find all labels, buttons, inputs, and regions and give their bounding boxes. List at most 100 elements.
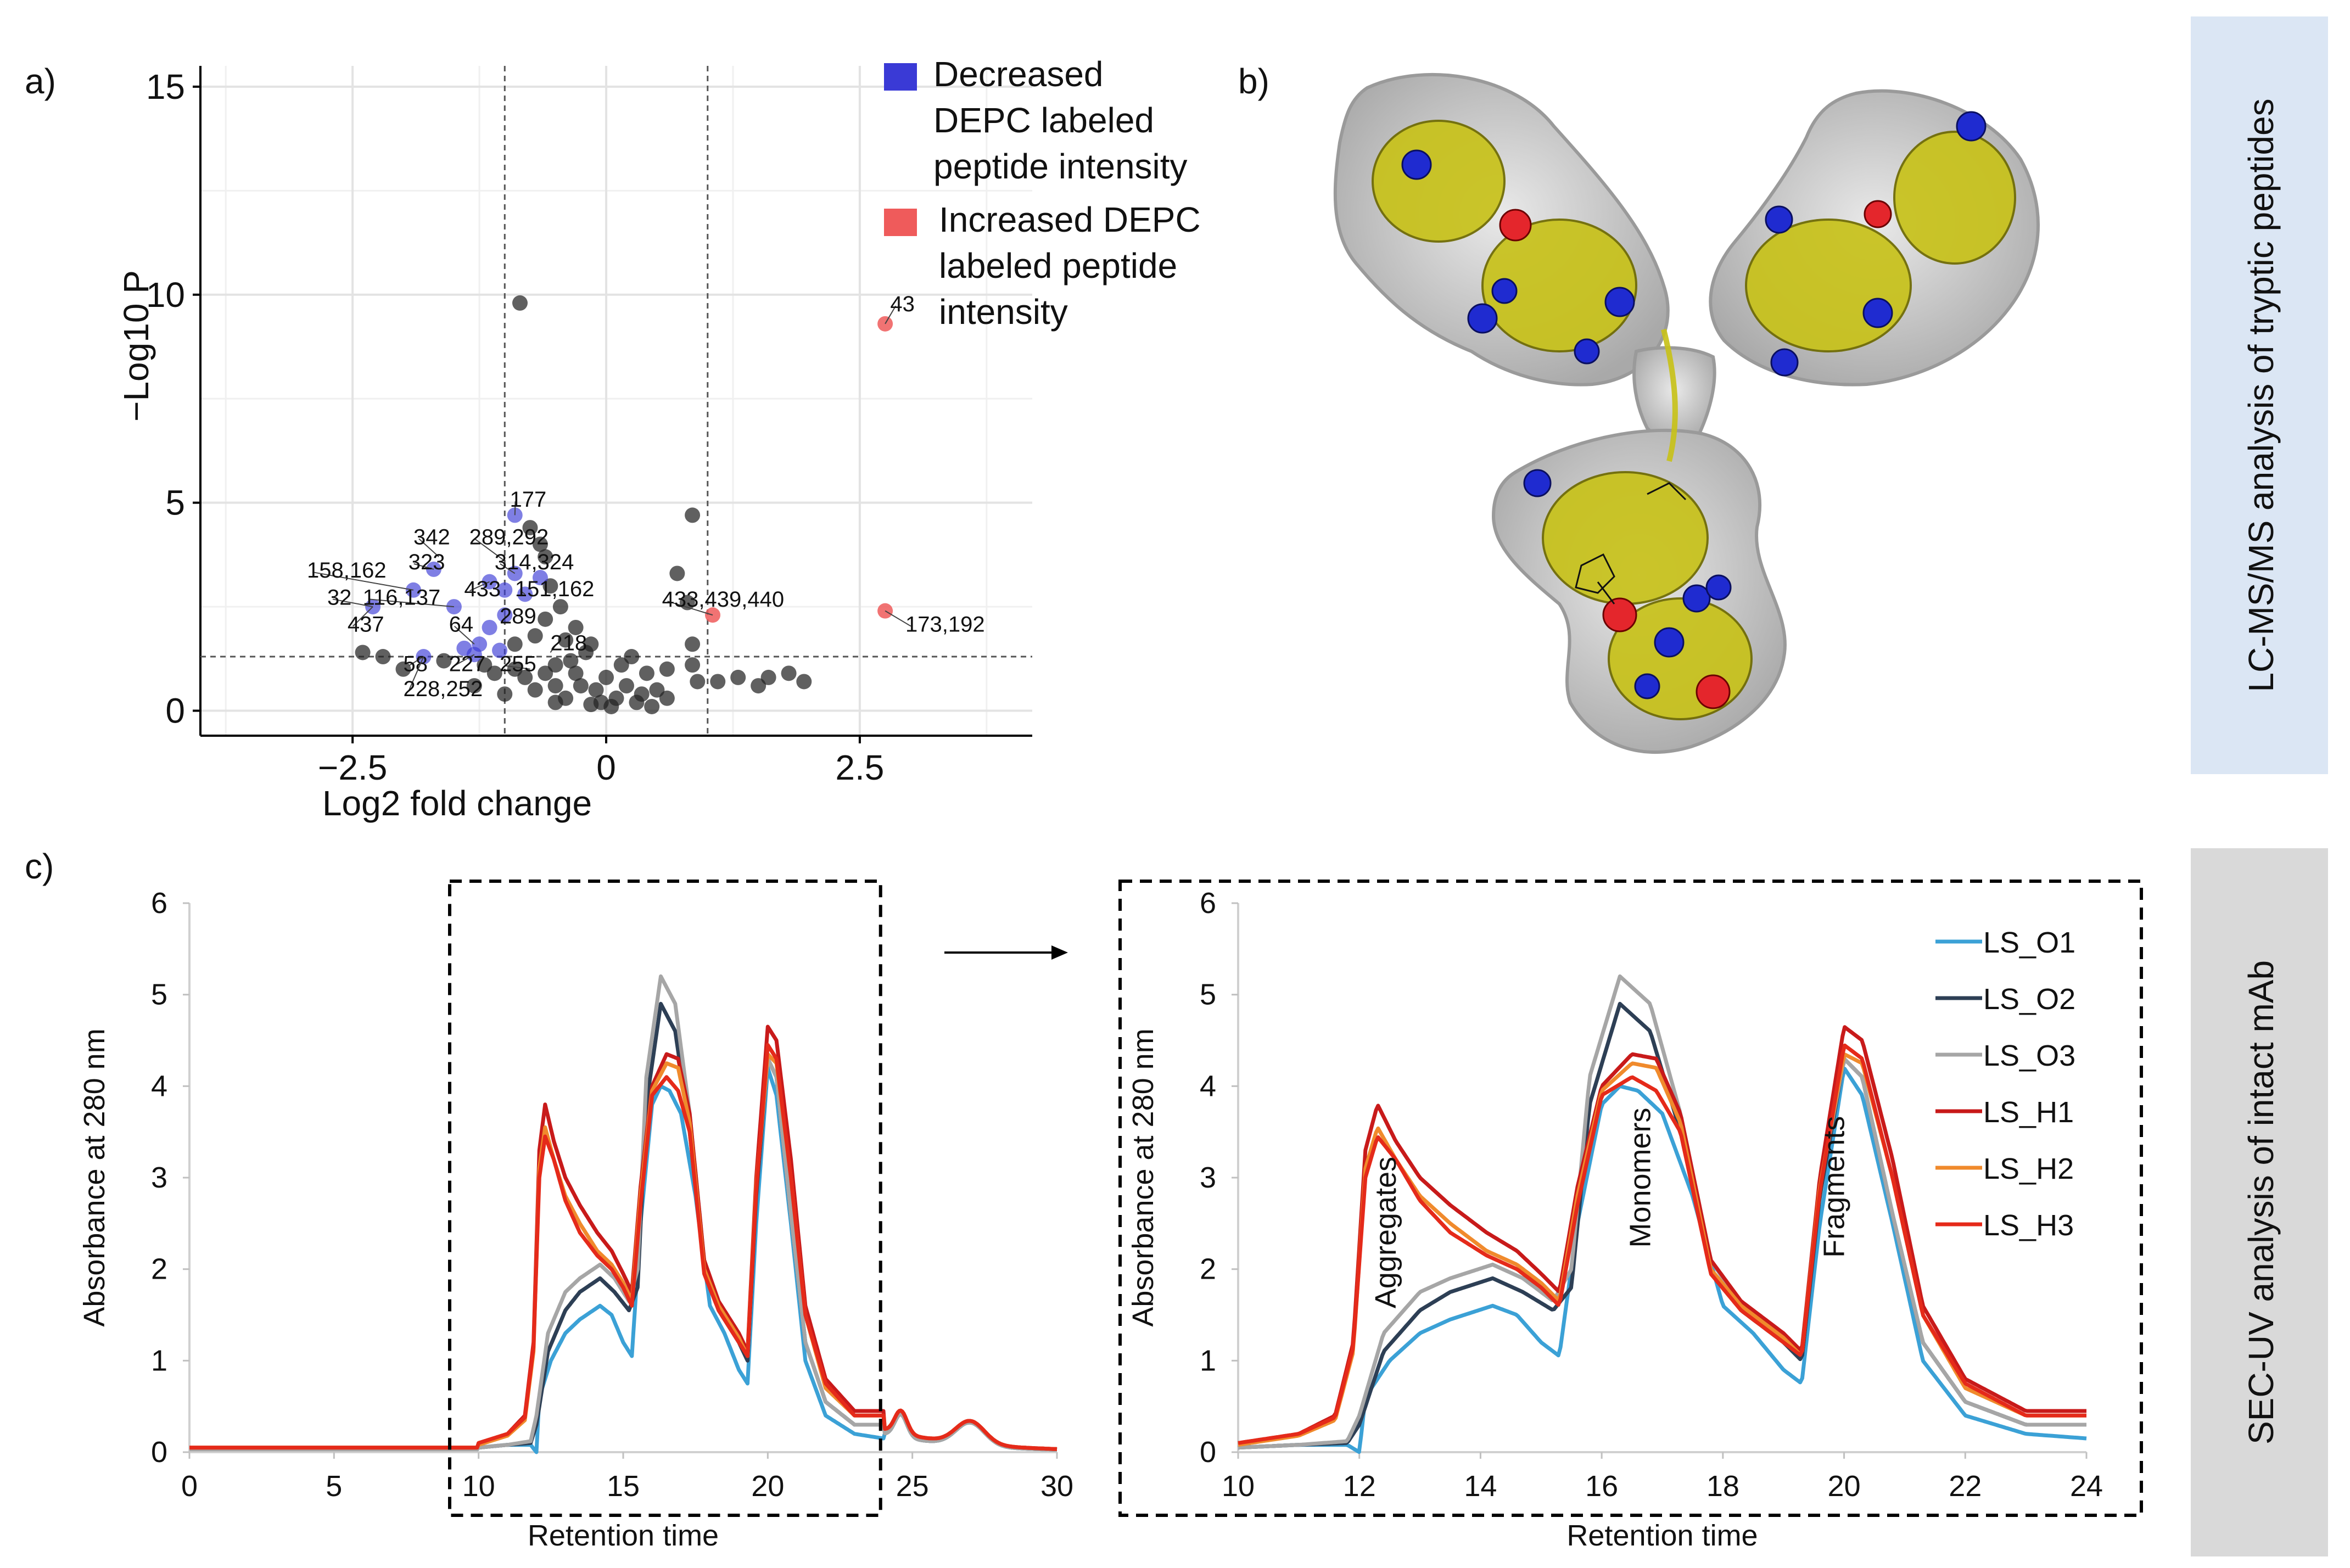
- zoom-frame: [1118, 880, 2143, 1517]
- data-point-neutral: [558, 632, 574, 648]
- linker: [1661, 328, 1678, 462]
- y-tick-label: 10: [146, 275, 185, 315]
- x-tick-label: 16: [1585, 1470, 1618, 1503]
- annotation-leader: [408, 656, 424, 667]
- volcano-plot: −2.5 0 2.5 0 5 10 15 Log2 fold change −Log10 P 43…: [116, 54, 1201, 823]
- annotation-label: 228,252: [404, 677, 483, 701]
- data-point-neutral: [552, 599, 568, 615]
- y-tick-label: 1: [1200, 1344, 1216, 1377]
- annotation-leader: [550, 645, 557, 653]
- panel-label-c: c): [25, 847, 54, 886]
- annotation-leader: [885, 305, 897, 324]
- annotation-leader: [520, 590, 525, 595]
- zoom-box: [448, 880, 882, 1517]
- x-axis-label: Retention time: [528, 1519, 719, 1552]
- residue-blue: [1956, 111, 1987, 142]
- annotation-leader: [413, 563, 434, 570]
- data-point-neutral: [547, 695, 563, 710]
- annotation-label: 177: [510, 488, 547, 512]
- annotation-leader: [667, 601, 713, 616]
- annotation-leader: [368, 598, 454, 608]
- data-point-decreased: [532, 570, 548, 586]
- y-tick-label: 0: [1200, 1436, 1216, 1469]
- y-tick-label: 1: [151, 1344, 167, 1377]
- x-tick-label: −2.5: [318, 748, 387, 787]
- y-tick-label: 2: [151, 1253, 167, 1286]
- data-point-neutral: [649, 682, 665, 698]
- data-point-neutral: [527, 628, 543, 644]
- residue-blue: [1705, 574, 1732, 601]
- peak-label: Aggregates: [1369, 1157, 1402, 1308]
- y-tick-label: 5: [151, 978, 167, 1011]
- legend-label-LS_H1: LS_H1: [1983, 1096, 2074, 1129]
- y-tick-label: 3: [151, 1161, 167, 1194]
- annotation-label: 289: [500, 604, 536, 628]
- chromatogram-full: 0 1 2 3 4 5 6 0 5 10 15 20 25 30 Retention time Absorba…: [78, 880, 1073, 1552]
- data-point-neutral: [603, 698, 619, 714]
- data-point-neutral: [685, 507, 701, 523]
- side-label-bottom-box: [2191, 848, 2328, 1556]
- residue-blue: [1682, 584, 1711, 613]
- residue-blue: [1491, 278, 1518, 304]
- data-point-neutral: [395, 661, 411, 677]
- data-point-decreased: [482, 619, 497, 635]
- residue-red: [1602, 597, 1637, 632]
- residue-blue: [1401, 149, 1432, 180]
- legend-label-LS_O3: LS_O3: [1983, 1039, 2075, 1072]
- y-tick-label: 4: [1200, 1069, 1216, 1102]
- data-point-neutral: [710, 674, 726, 690]
- series-line-LS_O1: [189, 1066, 1058, 1454]
- data-point-neutral: [436, 653, 452, 669]
- data-point-neutral: [547, 657, 563, 673]
- data-point-neutral: [568, 619, 584, 635]
- data-point-neutral: [796, 674, 812, 690]
- series-line-LS_H1: [189, 1024, 1058, 1451]
- data-point-neutral: [538, 549, 553, 565]
- x-tick-label: 20: [1828, 1470, 1861, 1503]
- x-tick-label: 24: [2070, 1470, 2103, 1503]
- data-point-neutral: [497, 686, 513, 702]
- y-tick-label: 3: [1200, 1161, 1216, 1194]
- data-point-neutral: [685, 657, 701, 673]
- data-point-neutral: [532, 536, 548, 552]
- annotation-leader: [408, 656, 424, 691]
- annotation-label: 158,162: [307, 558, 387, 583]
- data-point-neutral: [507, 636, 523, 652]
- ribbon-2: [1481, 219, 1637, 352]
- annotation-label: 289,292: [469, 525, 549, 549]
- data-point-neutral: [486, 665, 502, 681]
- annotation-label: 173,192: [905, 613, 985, 637]
- data-point-neutral: [685, 636, 701, 652]
- annotation-leader: [312, 572, 414, 591]
- annotation-leader: [514, 501, 516, 516]
- annotation-leader: [474, 538, 505, 562]
- annotation-leader: [418, 538, 439, 557]
- legend-label-LS_O2: LS_O2: [1983, 983, 2075, 1016]
- ribbon-1: [1372, 120, 1506, 243]
- data-point-neutral: [618, 678, 634, 694]
- y-axis-label: Absorbance at 280 nm: [78, 1028, 111, 1326]
- residue-blue: [1604, 287, 1635, 317]
- legend-label-increased: labeled peptide: [939, 246, 1177, 285]
- annotation-label: 43: [890, 292, 915, 316]
- x-tick-label: 25: [896, 1470, 929, 1503]
- residue-blue: [1862, 298, 1893, 328]
- annotation-label: 151,162: [515, 577, 595, 601]
- side-label-top: LC-MS/MS analysis of tryptic peptides: [2241, 98, 2281, 692]
- annotation-label: 58: [404, 652, 428, 676]
- data-point-neutral: [466, 678, 482, 694]
- annotation-leader: [469, 581, 490, 592]
- x-tick-label: 5: [326, 1470, 342, 1503]
- zoom-arrow-head: [1051, 945, 1068, 960]
- y-tick-label: 5: [1200, 978, 1216, 1011]
- series-line-LS_H3: [1238, 1043, 2086, 1445]
- peak-label: Monomers: [1624, 1107, 1657, 1247]
- annotation-label: 323: [409, 550, 445, 574]
- residue-blue: [1765, 205, 1793, 234]
- data-point-neutral: [477, 657, 493, 673]
- residue-blue: [1634, 673, 1660, 699]
- data-point-neutral: [669, 565, 685, 581]
- data-point-neutral: [644, 698, 660, 714]
- data-point-neutral: [730, 669, 746, 685]
